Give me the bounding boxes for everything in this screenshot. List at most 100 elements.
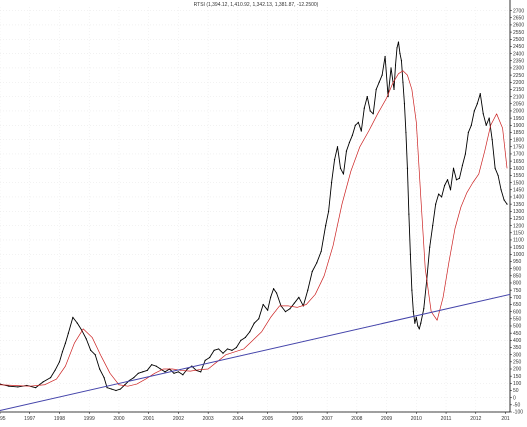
price-point bbox=[222, 352, 224, 354]
price-point bbox=[267, 309, 269, 311]
price-point bbox=[452, 167, 455, 169]
x-axis-ticks: 1995 1997 1998 1999 2000 2001 2002 2003 2004 2005… bbox=[0, 412, 510, 422]
x-tick-label: 2009 bbox=[381, 416, 392, 422]
plot-background bbox=[0, 0, 510, 412]
price-point bbox=[231, 349, 233, 351]
x-tick-label: 2012 bbox=[470, 416, 481, 422]
price-point bbox=[363, 107, 365, 109]
price-point bbox=[213, 349, 215, 351]
price-point bbox=[200, 371, 202, 373]
price-point bbox=[72, 316, 74, 318]
price-point bbox=[182, 374, 184, 376]
grid-horizontal bbox=[0, 10, 510, 413]
x-tick-label: 2001 bbox=[143, 416, 154, 422]
price-point bbox=[399, 52, 401, 55]
y-tick-label: 350 bbox=[513, 345, 522, 351]
price-point bbox=[438, 193, 440, 195]
price-point bbox=[173, 372, 175, 374]
price-point bbox=[366, 96, 368, 98]
y-tick-label: 750 bbox=[513, 288, 522, 294]
y-tick-label: 2500 bbox=[513, 37, 524, 43]
y-tick-label: 2350 bbox=[513, 58, 524, 64]
price-point bbox=[67, 332, 69, 334]
x-tick-label: 2003 bbox=[203, 416, 214, 422]
price-point bbox=[345, 150, 348, 152]
price-point bbox=[217, 348, 220, 350]
series-layer bbox=[0, 41, 511, 412]
y-tick-label: 1250 bbox=[513, 216, 524, 222]
price-point bbox=[432, 225, 434, 227]
y-tick-label: 1450 bbox=[513, 187, 524, 193]
chart-title: RTSI (1,394.12, 1,410.92, 1,342.13, 1,38… bbox=[194, 2, 319, 8]
y-tick-label: 450 bbox=[513, 331, 522, 337]
price-point bbox=[354, 124, 356, 126]
price-point bbox=[115, 389, 117, 392]
price-point bbox=[307, 289, 309, 291]
price-point bbox=[348, 141, 351, 144]
price-point bbox=[249, 331, 251, 333]
price-point bbox=[159, 368, 162, 370]
price-point bbox=[479, 93, 481, 95]
price-point bbox=[417, 325, 419, 327]
y-tick-label: 2550 bbox=[513, 30, 524, 36]
price-point bbox=[503, 199, 505, 201]
price-point bbox=[35, 387, 37, 389]
price-point bbox=[491, 139, 493, 141]
price-point bbox=[488, 117, 490, 119]
price-point bbox=[90, 349, 92, 351]
price-point bbox=[64, 342, 67, 344]
price-point bbox=[400, 60, 403, 62]
price-point bbox=[449, 189, 452, 191]
price-point bbox=[226, 348, 229, 350]
price-point bbox=[369, 110, 371, 112]
price-point bbox=[272, 288, 275, 290]
price-point bbox=[49, 376, 52, 379]
y-tick-label: 2250 bbox=[513, 73, 524, 79]
y-tick-label: 2000 bbox=[513, 109, 524, 115]
price-point bbox=[137, 372, 139, 374]
y-tick-label: 1150 bbox=[513, 230, 524, 236]
price-point bbox=[339, 167, 342, 169]
price-point bbox=[351, 134, 353, 136]
y-tick-label: 1050 bbox=[513, 245, 524, 251]
y-tick-label: 1550 bbox=[513, 173, 524, 179]
price-point bbox=[473, 110, 475, 112]
y-tick-label: -100 bbox=[513, 410, 523, 416]
x-tick-label: 2008 bbox=[351, 416, 362, 422]
price-point bbox=[106, 387, 108, 389]
price-point bbox=[397, 41, 400, 43]
price-point bbox=[390, 67, 392, 69]
price-point bbox=[124, 384, 126, 386]
y-tick-label: 400 bbox=[513, 338, 522, 344]
price-point bbox=[85, 338, 87, 340]
y-tick-label: 2400 bbox=[513, 51, 524, 57]
x-tick-label: 2004 bbox=[232, 416, 243, 422]
price-point bbox=[146, 369, 148, 372]
x-tick-label: 2010 bbox=[411, 416, 422, 422]
price-point bbox=[420, 322, 422, 324]
price-point bbox=[325, 225, 327, 227]
price-point bbox=[461, 164, 464, 167]
y-tick-label: 550 bbox=[513, 317, 522, 323]
price-point bbox=[485, 124, 487, 126]
price-point bbox=[328, 210, 330, 212]
y-tick-label: 2450 bbox=[513, 44, 524, 50]
price-point bbox=[342, 173, 345, 175]
price-point bbox=[17, 386, 19, 388]
price-point bbox=[403, 103, 406, 105]
y-tick-label: 300 bbox=[513, 352, 522, 358]
price-point bbox=[311, 270, 313, 273]
price-point bbox=[76, 322, 78, 324]
price-point bbox=[177, 371, 180, 373]
price-point bbox=[119, 388, 122, 390]
price-point bbox=[293, 302, 295, 304]
price-point bbox=[396, 47, 398, 49]
y-tick-label: 2200 bbox=[513, 80, 524, 86]
price-point bbox=[409, 253, 411, 255]
price-point bbox=[378, 81, 380, 83]
y-tick-label: -50 bbox=[513, 403, 520, 409]
y-tick-label: 50 bbox=[513, 388, 519, 394]
y-tick-label: 1100 bbox=[513, 238, 524, 244]
